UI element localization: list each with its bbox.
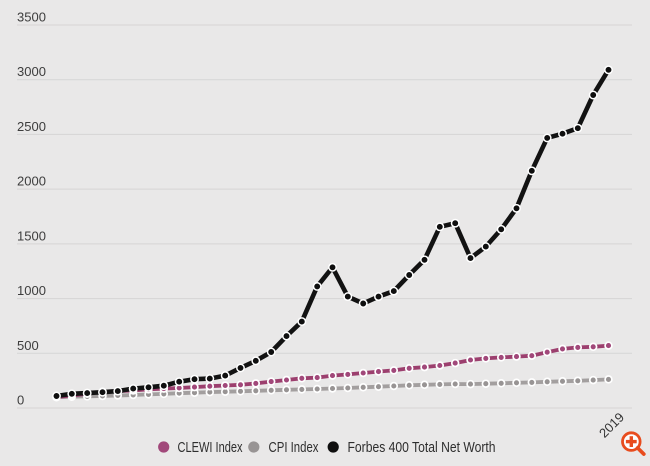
svg-text:500: 500 — [17, 338, 39, 353]
svg-text:3000: 3000 — [17, 64, 46, 79]
svg-text:2500: 2500 — [17, 119, 46, 134]
svg-text:3500: 3500 — [17, 10, 46, 25]
svg-text:Forbes 400 Total Net Worth: Forbes 400 Total Net Worth — [348, 439, 496, 456]
svg-text:2000: 2000 — [17, 174, 46, 189]
svg-text:0: 0 — [17, 393, 24, 408]
svg-text:CLEWI Index: CLEWI Index — [178, 439, 243, 456]
svg-text:1500: 1500 — [17, 228, 46, 243]
svg-text:CPI Index: CPI Index — [269, 439, 319, 456]
svg-text:1000: 1000 — [17, 283, 46, 298]
